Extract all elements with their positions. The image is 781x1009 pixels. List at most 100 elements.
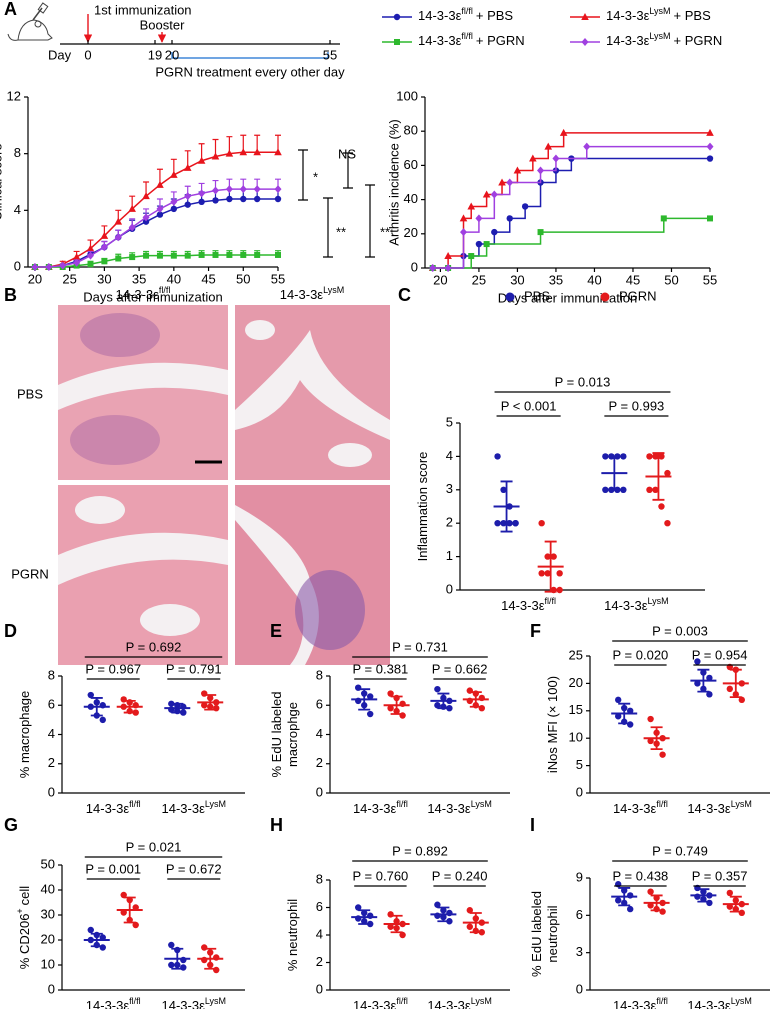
label-tail: + PBS: [476, 8, 514, 23]
significance-label: **: [336, 224, 346, 239]
legend-marker: [600, 292, 610, 302]
panel-label: I: [530, 815, 535, 835]
point: [367, 710, 374, 718]
sd-bar: [697, 668, 710, 693]
point: [170, 197, 178, 206]
sd-bar: [469, 912, 482, 934]
y-tick-label: 100: [396, 88, 418, 103]
significance-bracket: [323, 197, 333, 258]
significance-bracket: [298, 149, 308, 201]
label-main: 14-3-3ε: [606, 33, 650, 48]
point: [156, 204, 164, 213]
point: [253, 185, 261, 194]
y-axis-title: Arthritis incidence (%): [386, 119, 401, 245]
point: [114, 217, 123, 225]
sd-bar: [729, 895, 742, 913]
point: [707, 215, 713, 222]
label-main: 14-3-3ε: [501, 598, 545, 613]
y-tick-label: 40: [404, 191, 418, 206]
p-value: P < 0.001: [501, 398, 557, 413]
label-main: 14-3-3ε: [86, 998, 130, 1009]
point: [659, 751, 666, 758]
sd-bar: [618, 887, 631, 907]
timeline-tick-label: 20: [165, 47, 179, 62]
y-tick-label: 0: [48, 784, 55, 799]
point: [114, 233, 122, 242]
label-sup: LysM: [649, 31, 670, 41]
point: [240, 251, 247, 258]
point: [387, 690, 394, 697]
label-sup: fl/fl: [396, 799, 408, 809]
point: [491, 228, 498, 236]
p-value: P = 0.791: [166, 661, 222, 676]
x-tick-label: 50: [664, 272, 678, 287]
legend-marker: [505, 292, 515, 302]
point: [620, 453, 627, 460]
y-tick-label: 4: [316, 926, 323, 941]
point: [100, 243, 108, 252]
sd-bar: [500, 480, 513, 533]
label-sup: fl/fl: [656, 799, 668, 809]
p-value: P = 0.021: [126, 839, 182, 854]
y-tick-label: 80: [404, 123, 418, 138]
label-tail: + PBS: [674, 8, 712, 23]
label-main: 14-3-3ε: [86, 801, 130, 816]
point: [239, 148, 248, 156]
point: [660, 215, 667, 222]
point: [658, 453, 665, 460]
point: [500, 486, 507, 493]
point: [142, 218, 150, 225]
sd-bar: [697, 888, 710, 903]
point: [659, 908, 666, 915]
series-line: [432, 145, 710, 269]
point: [87, 261, 94, 268]
x-tick-label: 40: [167, 271, 181, 286]
point: [59, 261, 67, 270]
y-tick-label: 0: [316, 784, 323, 799]
point: [490, 190, 498, 199]
x-tick-label: 35: [132, 271, 146, 286]
y-tick-label: 1: [446, 548, 453, 563]
point: [544, 570, 551, 577]
point: [45, 263, 53, 271]
point: [664, 520, 671, 527]
label-sup: LysM: [323, 285, 344, 295]
p-value: P = 0.967: [85, 661, 141, 676]
point: [198, 251, 205, 258]
y-axis-title-text: % EdU labeled: [529, 891, 544, 977]
point: [201, 702, 208, 709]
point: [706, 155, 714, 162]
point: [183, 163, 192, 171]
label-sup: fl/fl: [129, 996, 141, 1006]
point: [212, 197, 219, 204]
category-label: 14-3-3εLysM: [427, 799, 492, 816]
point: [706, 142, 714, 151]
label-main: 14-3-3ε: [353, 998, 397, 1009]
sd-bar: [123, 699, 136, 714]
label-sup: LysM: [648, 596, 669, 606]
point: [602, 486, 609, 493]
label-main: 14-3-3ε: [161, 801, 205, 816]
label-sup: LysM: [649, 6, 670, 16]
series-line: [34, 151, 278, 268]
y-axis-title: Clinical score: [0, 143, 4, 220]
point: [444, 252, 452, 260]
y-axis-title-text: macrophge: [285, 702, 300, 767]
p-value: P = 0.001: [85, 861, 141, 876]
sd-bar: [171, 947, 184, 970]
x-tick-label: 55: [703, 272, 717, 287]
category-label: 14-3-3εLysM: [427, 996, 492, 1009]
y-tick-label: 0: [576, 784, 583, 799]
x-axis-title: Days after immunization: [83, 289, 222, 304]
point: [101, 258, 108, 265]
point: [627, 721, 634, 728]
point: [72, 253, 81, 261]
x-tick-label: 55: [271, 271, 285, 286]
point: [498, 178, 506, 186]
sd-bar: [171, 702, 184, 714]
label-sup: fl/fl: [461, 31, 473, 41]
point: [156, 211, 164, 218]
point: [664, 469, 671, 477]
point: [615, 897, 622, 904]
point: [198, 198, 205, 206]
